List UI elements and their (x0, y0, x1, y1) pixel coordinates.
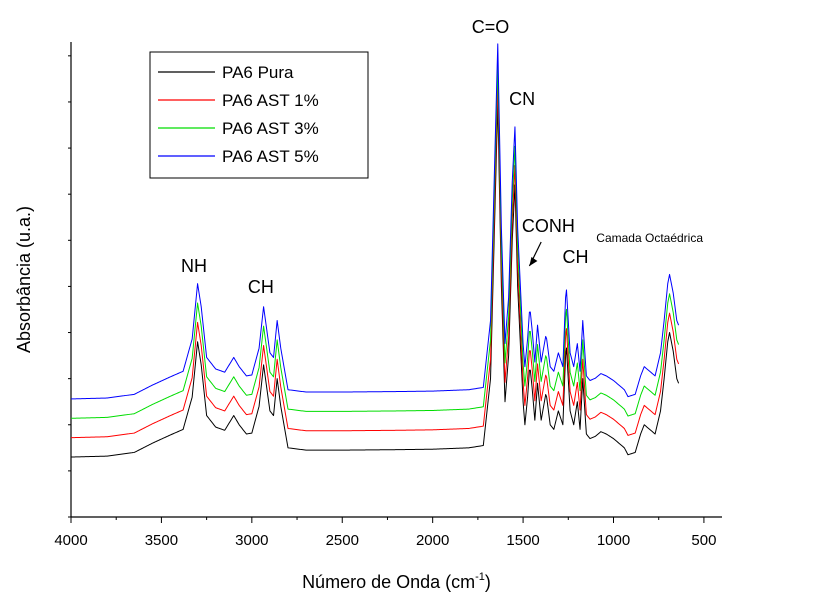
legend-label: PA6 AST 1% (222, 91, 319, 110)
peak-label: Camada Octaédrica (596, 231, 703, 245)
x-tick-label: 1500 (506, 532, 539, 549)
y-axis-title: Absorbância (u.a.) (14, 206, 34, 353)
x-tick-label: 2500 (326, 532, 359, 549)
x-tick-label: 2000 (416, 532, 449, 549)
x-axis-title-sup: -1 (475, 571, 485, 583)
legend-label: PA6 AST 5% (222, 147, 319, 166)
x-axis-title: Número de Onda (cm-1) (302, 571, 491, 592)
series-line-3 (70, 62, 680, 419)
x-tick-label: 500 (691, 532, 716, 549)
x-axis-title-main: Número de Onda (cm (302, 572, 475, 592)
legend-box (149, 51, 369, 179)
peak-annotations: C=O CN NH CH CONH CH Camada Octaédrica (181, 17, 703, 297)
series-layer (70, 43, 680, 458)
x-tick-label: 4000 (54, 532, 87, 549)
x-tick-label: 3500 (145, 532, 178, 549)
peak-label: NH (181, 256, 207, 276)
peak-label: CH (248, 277, 274, 297)
y-axis-ticks (68, 55, 71, 518)
x-axis-title-suffix: ) (485, 572, 491, 592)
x-tick-label: 1000 (597, 532, 630, 549)
legend-label: PA6 AST 3% (222, 119, 319, 138)
x-axis-ticks: 4000 3500 3000 2500 2000 1500 1000 500 (54, 517, 716, 549)
series-line-2 (70, 82, 680, 439)
series-line-4 (70, 43, 680, 400)
peak-label: CONH (522, 216, 575, 236)
series-line-1 (70, 101, 680, 458)
peak-label: CN (509, 89, 535, 109)
legend-label: PA6 Pura (222, 63, 294, 82)
x-tick-label: 3000 (235, 532, 268, 549)
peak-label: CH (563, 247, 589, 267)
peak-label: C=O (472, 17, 510, 37)
conh-arrow-head (529, 257, 538, 266)
legend: PA6 Pura PA6 AST 1% PA6 AST 3% PA6 AST 5% (149, 51, 369, 179)
